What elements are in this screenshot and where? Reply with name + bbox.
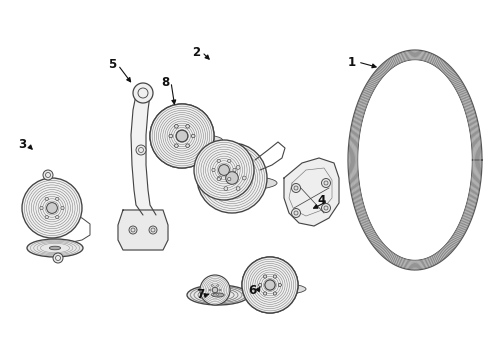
Circle shape	[259, 283, 262, 287]
Circle shape	[217, 177, 220, 181]
Circle shape	[43, 170, 53, 180]
Text: 8: 8	[161, 76, 169, 89]
Circle shape	[233, 168, 236, 172]
Circle shape	[217, 285, 219, 286]
Circle shape	[212, 285, 213, 286]
Circle shape	[136, 145, 146, 155]
Circle shape	[176, 130, 188, 142]
Circle shape	[220, 289, 221, 291]
Circle shape	[224, 166, 228, 169]
Circle shape	[45, 197, 49, 201]
Circle shape	[217, 159, 220, 163]
Text: 4: 4	[318, 194, 326, 207]
Ellipse shape	[212, 293, 224, 297]
Circle shape	[227, 159, 231, 163]
Circle shape	[273, 275, 276, 278]
Circle shape	[242, 257, 298, 313]
Circle shape	[209, 289, 211, 291]
Circle shape	[169, 134, 172, 138]
Text: 6: 6	[248, 284, 256, 297]
Circle shape	[264, 292, 267, 295]
Circle shape	[150, 104, 214, 168]
Ellipse shape	[49, 246, 61, 250]
Circle shape	[169, 134, 172, 138]
Ellipse shape	[27, 239, 83, 257]
Circle shape	[149, 226, 157, 234]
Circle shape	[176, 130, 188, 142]
Circle shape	[133, 83, 153, 103]
Polygon shape	[131, 95, 156, 215]
Circle shape	[242, 257, 298, 313]
Circle shape	[53, 253, 63, 263]
Circle shape	[174, 144, 178, 148]
Circle shape	[212, 294, 213, 295]
Circle shape	[264, 292, 267, 295]
Circle shape	[194, 140, 254, 200]
Circle shape	[321, 179, 330, 188]
Circle shape	[55, 215, 59, 219]
Circle shape	[219, 165, 229, 175]
Text: 3: 3	[18, 139, 26, 152]
Text: 1: 1	[348, 55, 356, 68]
Polygon shape	[347, 49, 483, 271]
Circle shape	[264, 275, 267, 278]
Polygon shape	[284, 158, 339, 226]
Circle shape	[273, 275, 276, 278]
Circle shape	[186, 144, 189, 148]
Circle shape	[186, 125, 189, 128]
Circle shape	[45, 215, 49, 219]
Text: 2: 2	[192, 45, 200, 58]
Circle shape	[186, 125, 189, 128]
Circle shape	[174, 125, 178, 128]
Circle shape	[226, 172, 238, 184]
Circle shape	[40, 206, 43, 210]
Text: 5: 5	[108, 58, 116, 72]
Text: 7: 7	[196, 288, 204, 302]
Circle shape	[192, 134, 195, 138]
Circle shape	[192, 134, 195, 138]
Circle shape	[218, 176, 221, 180]
Circle shape	[55, 197, 59, 201]
Ellipse shape	[207, 176, 277, 190]
Circle shape	[174, 144, 178, 148]
Circle shape	[259, 283, 262, 287]
Circle shape	[236, 187, 240, 190]
Circle shape	[236, 166, 240, 169]
Circle shape	[273, 292, 276, 295]
Circle shape	[292, 184, 300, 193]
Polygon shape	[359, 61, 471, 259]
Circle shape	[186, 144, 189, 148]
Circle shape	[212, 287, 218, 293]
Ellipse shape	[187, 285, 249, 305]
Circle shape	[243, 176, 246, 180]
Circle shape	[227, 177, 231, 181]
Circle shape	[273, 292, 276, 295]
Circle shape	[174, 125, 178, 128]
Circle shape	[129, 226, 137, 234]
Circle shape	[197, 143, 267, 213]
Circle shape	[278, 283, 281, 287]
Circle shape	[200, 275, 230, 305]
Circle shape	[292, 208, 300, 217]
Circle shape	[224, 187, 228, 190]
Circle shape	[265, 280, 275, 290]
Ellipse shape	[157, 134, 222, 146]
Circle shape	[47, 203, 57, 213]
Circle shape	[150, 104, 214, 168]
Circle shape	[278, 283, 281, 287]
Circle shape	[321, 203, 330, 212]
Circle shape	[212, 168, 215, 172]
Ellipse shape	[250, 284, 306, 294]
Polygon shape	[118, 210, 168, 250]
Circle shape	[22, 178, 82, 238]
Circle shape	[217, 294, 219, 295]
Circle shape	[264, 275, 267, 278]
Circle shape	[265, 280, 275, 290]
Circle shape	[61, 206, 64, 210]
